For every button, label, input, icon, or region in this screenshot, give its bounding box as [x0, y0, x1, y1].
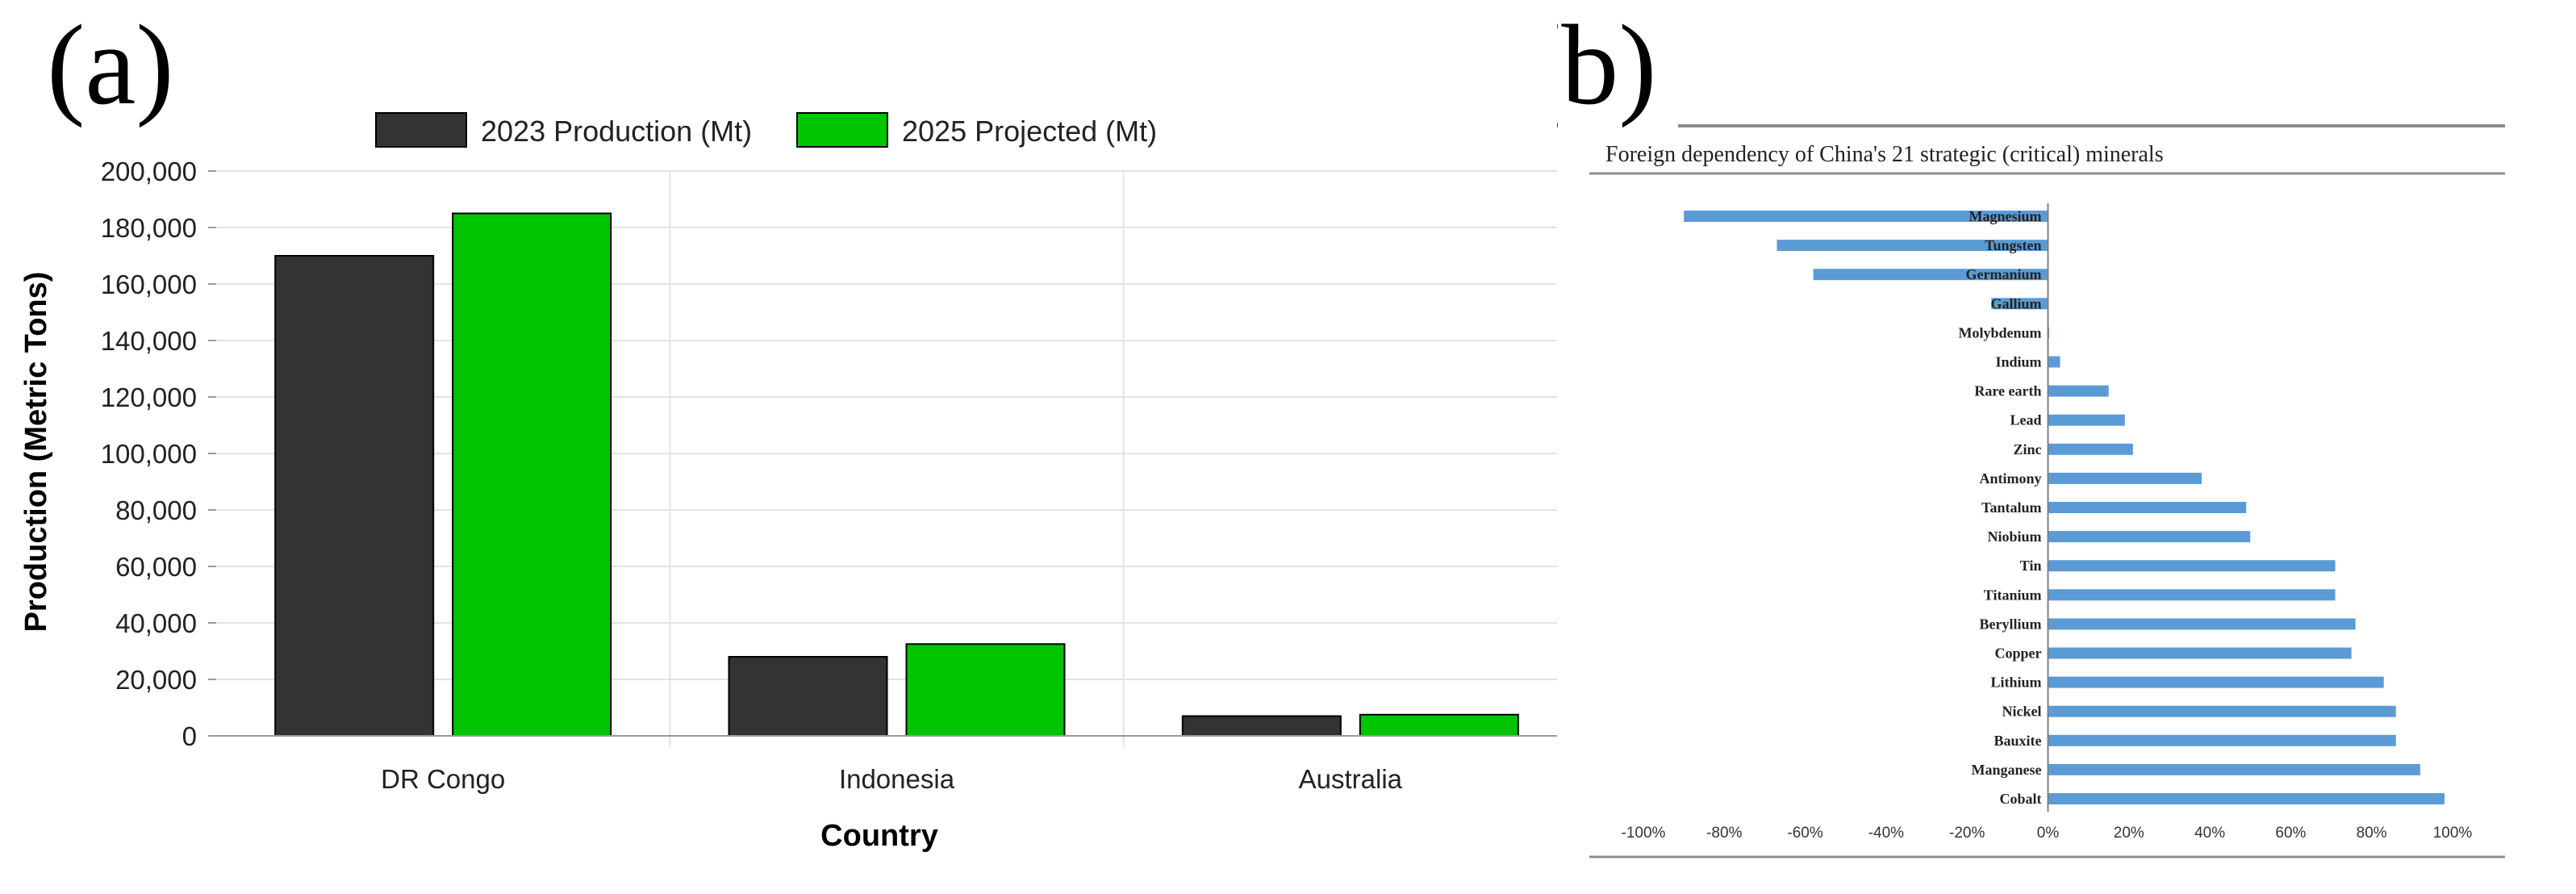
- bar-bauxite: [2048, 734, 2396, 746]
- bar-dr-congo-projected: [452, 212, 612, 737]
- chart-b-title: Foreign dependency of China's 21 strateg…: [1605, 142, 2164, 167]
- legend-swatch-projected: [796, 112, 888, 148]
- x-tick-label: 0%: [2037, 825, 2060, 842]
- category-label-gallium: Gallium: [1990, 295, 2041, 311]
- bar-manganese: [2048, 763, 2420, 775]
- x-tick-label: 100%: [2433, 825, 2473, 842]
- panel-label-a: (a): [47, 1, 174, 128]
- bar-cobalt: [2048, 793, 2444, 804]
- category-label-indium: Indium: [1995, 354, 2041, 370]
- category-label-antimony: Antimony: [1979, 470, 2041, 487]
- chart-a-gridlines: [216, 170, 1557, 747]
- x-tick-label: 20%: [2114, 825, 2144, 842]
- bar-magnesium: [1684, 211, 2048, 222]
- bar-indonesia-production: [728, 656, 888, 737]
- legend-label-production: 2023 Production (Mt): [481, 115, 752, 148]
- bar-germanium: [1813, 269, 2048, 281]
- category-label-bauxite: Bauxite: [1994, 733, 2041, 749]
- chart-a-axes: [208, 170, 1557, 737]
- panel-label-b: (b): [1557, 1, 1657, 128]
- chart-b-foreign-dependency: (b) Foreign dependency of China's 21 str…: [1557, 1, 2505, 858]
- category-label-copper: Copper: [1995, 645, 2042, 662]
- category-label-tantalum: Tantalum: [1981, 499, 2041, 516]
- x-tick-label: -100%: [1622, 825, 1666, 842]
- category-label-tin: Tin: [2020, 558, 2042, 574]
- chart-b-x-tick-labels: -100% -80% -60% -40% -20% 0% 20% 40% 60% 80% 100%: [1622, 825, 2473, 842]
- chart-a-x-axis-title: Country: [820, 819, 938, 853]
- y-tick-label: 80,000: [115, 495, 197, 525]
- bar-indonesia-projected: [905, 643, 1066, 737]
- x-tick-label: -20%: [1949, 825, 1985, 842]
- x-tick-label: 40%: [2194, 825, 2225, 842]
- category-label-niobium: Niobium: [1987, 528, 2041, 545]
- bar-gallium: [1991, 298, 2048, 310]
- bar-copper: [2048, 647, 2352, 659]
- x-tick-label: -80%: [1706, 825, 1742, 842]
- category-label-lead: Lead: [2010, 412, 2041, 428]
- category-label-molybdenum: Molybdenum: [1958, 324, 2041, 340]
- y-tick-label: 160,000: [101, 269, 197, 299]
- chart-a-y-axis-title: Production (Metric Tons): [19, 272, 53, 633]
- chart-b-bars: [1684, 211, 2444, 804]
- chart-a-x-tick-labels: DR Congo Indonesia Australia: [381, 764, 1403, 794]
- category-label-titanium: Titanium: [1984, 587, 2042, 603]
- bar-zinc: [2048, 443, 2133, 455]
- category-label-tungsten: Tungsten: [1985, 237, 2041, 253]
- y-tick-label: 60,000: [115, 552, 197, 582]
- category-label-germanium: Germanium: [1966, 266, 2042, 282]
- y-tick-label: 200,000: [101, 157, 197, 186]
- bar-tantalum: [2048, 502, 2247, 513]
- x-tick-label: -40%: [1868, 825, 1904, 842]
- bar-rare-earth: [2048, 385, 2109, 397]
- chart-a-production-by-country: (a) 2023 Production (Mt) 2025 Projected …: [19, 1, 1557, 853]
- bar-tin: [2048, 560, 2336, 572]
- category-label-nickel: Nickel: [2002, 704, 2042, 720]
- legend-label-projected: 2025 Projected (Mt): [902, 115, 1157, 148]
- bar-australia-projected: [1359, 713, 1519, 737]
- x-tick-label-dr-congo: DR Congo: [381, 764, 505, 794]
- bar-lithium: [2048, 676, 2384, 688]
- y-tick-label: 0: [182, 721, 197, 751]
- bar-titanium: [2048, 589, 2336, 601]
- x-tick-label: 60%: [2275, 825, 2306, 842]
- x-tick-label: -60%: [1787, 825, 1822, 842]
- x-tick-label-australia: Australia: [1299, 764, 1403, 794]
- y-tick-label: 20,000: [115, 665, 197, 695]
- category-label-rare-earth: Rare earth: [1974, 383, 2041, 399]
- y-tick-label: 140,000: [101, 326, 197, 356]
- bar-dr-congo-production: [274, 255, 435, 737]
- bar-nickel: [2048, 705, 2396, 717]
- y-tick-label: 180,000: [101, 213, 197, 243]
- bar-niobium: [2048, 531, 2251, 543]
- chart-b-category-labels: Magnesium Tungsten Germanium Gallium Molybde…: [1958, 208, 2041, 807]
- chart-a-y-tick-labels: 0 20,000 40,000 60,000 80,000 100,000 120,000 1…: [101, 157, 197, 751]
- y-tick-label: 100,000: [101, 439, 197, 469]
- y-tick-label: 120,000: [101, 382, 197, 412]
- bar-lead: [2048, 414, 2125, 426]
- category-label-manganese: Manganese: [1972, 762, 2042, 778]
- bar-beryllium: [2048, 618, 2356, 630]
- x-tick-label-indonesia: Indonesia: [839, 764, 955, 794]
- category-label-magnesium: Magnesium: [1969, 208, 2042, 224]
- bar-indium: [2048, 356, 2060, 368]
- category-label-zinc: Zinc: [2013, 441, 2041, 457]
- chart-a-legend: 2023 Production (Mt) 2025 Projected (Mt): [375, 112, 1157, 148]
- chart-a-bars: [274, 212, 1519, 737]
- x-tick-label: 80%: [2357, 825, 2387, 842]
- bar-australia-production: [1181, 715, 1342, 737]
- y-tick-label: 40,000: [115, 608, 197, 638]
- category-label-lithium: Lithium: [1990, 675, 2041, 691]
- bar-antimony: [2048, 472, 2202, 484]
- legend-swatch-production: [375, 112, 467, 148]
- category-label-beryllium: Beryllium: [1980, 616, 2042, 632]
- category-label-cobalt: Cobalt: [1999, 791, 2041, 807]
- bar-tungsten: [1776, 240, 2048, 252]
